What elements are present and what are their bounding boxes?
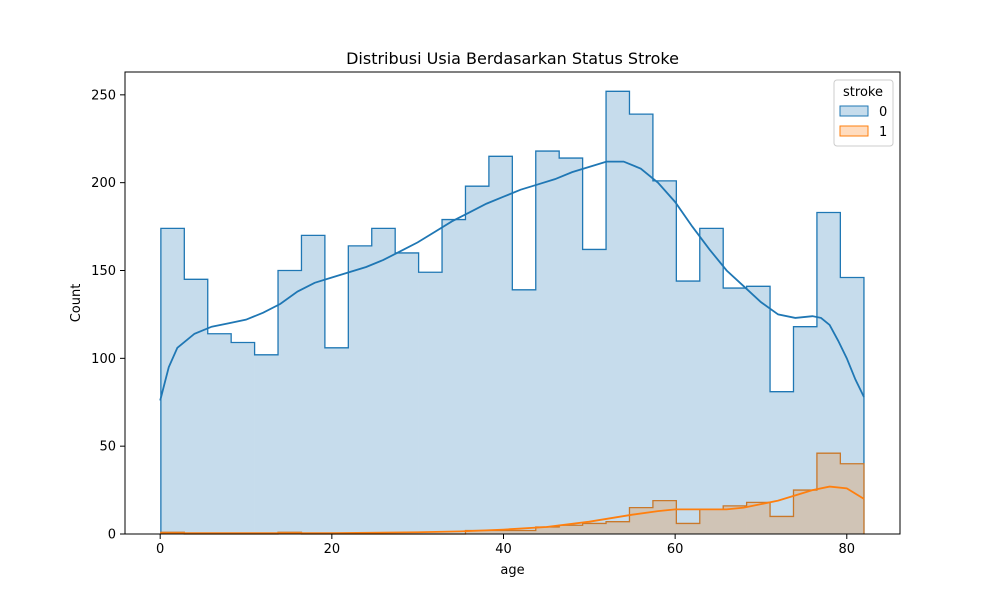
step-outline-stroke-0 xyxy=(160,90,865,534)
bar-stroke-1-bin-25 xyxy=(746,502,771,534)
bar-stroke-1-bin-26 xyxy=(770,516,794,534)
bar-stroke-0-bin-8 xyxy=(348,245,373,534)
plot-frame xyxy=(124,71,901,535)
kde-line-stroke-0 xyxy=(159,160,865,401)
y-tick-label: 100 xyxy=(91,352,116,367)
bar-stroke-1-bin-21 xyxy=(652,500,677,534)
bar-stroke-1-bin-14 xyxy=(488,530,513,534)
bar-stroke-0-bin-15 xyxy=(512,289,537,534)
bar-stroke-0-bin-9 xyxy=(371,228,396,534)
bar-stroke-0-bin-21 xyxy=(652,180,677,534)
bar-stroke-1-bin-28 xyxy=(816,453,841,534)
bar-stroke-0-bin-7 xyxy=(324,347,349,534)
x-tick-label: 40 xyxy=(495,542,512,557)
bar-stroke-0-bin-25 xyxy=(746,286,771,534)
legend-label-stroke-1: 1 xyxy=(879,125,887,140)
bar-stroke-0-bin-16 xyxy=(535,151,560,535)
bar-stroke-0-bin-17 xyxy=(559,158,583,534)
bar-stroke-0-bin-18 xyxy=(582,249,607,535)
bar-stroke-0-bin-26 xyxy=(770,391,794,534)
kde-line-stroke-1 xyxy=(160,485,865,535)
y-tick-label: 0 xyxy=(108,528,116,543)
bar-stroke-0-bin-1 xyxy=(184,279,209,534)
bar-stroke-0-bin-2 xyxy=(207,333,232,534)
bar-stroke-0-bin-13 xyxy=(465,186,490,534)
legend-swatch-stroke-0 xyxy=(839,105,869,117)
bar-stroke-0-bin-0 xyxy=(160,228,185,534)
bar-stroke-0-bin-27 xyxy=(793,326,818,534)
bar-stroke-1-bin-23 xyxy=(699,509,724,534)
x-tick-label: 80 xyxy=(839,542,856,557)
series-stroke-1 xyxy=(160,452,865,535)
bar-stroke-1-bin-19 xyxy=(606,521,630,534)
legend-title: stroke xyxy=(843,85,883,100)
x-tick-label: 60 xyxy=(667,542,684,557)
y-tick-label: 250 xyxy=(91,88,116,103)
bar-stroke-0-bin-4 xyxy=(254,354,279,534)
bar-stroke-1-bin-29 xyxy=(840,463,865,534)
bar-stroke-1-bin-24 xyxy=(723,505,747,534)
y-axis: 0 50 100 150 200 250 xyxy=(91,88,125,543)
bar-stroke-0-bin-11 xyxy=(418,272,443,534)
series-stroke-0 xyxy=(160,90,865,535)
x-axis-title: age xyxy=(500,563,524,578)
bar-stroke-0-bin-10 xyxy=(395,252,419,534)
bar-stroke-0-bin-24 xyxy=(723,288,747,534)
legend-swatch-stroke-1 xyxy=(839,125,869,137)
bar-stroke-0-bin-19 xyxy=(606,91,630,534)
bar-stroke-0-bin-3 xyxy=(231,342,255,534)
bar-stroke-1-bin-13 xyxy=(465,530,490,534)
bar-stroke-0-bin-6 xyxy=(301,235,326,534)
chart-title: Distribusi Usia Berdasarkan Status Strok… xyxy=(346,49,679,68)
x-tick-label: 0 xyxy=(156,542,164,557)
bar-stroke-1-bin-18 xyxy=(582,523,607,534)
bar-stroke-0-bin-23 xyxy=(699,228,724,534)
bar-stroke-0-bin-5 xyxy=(278,270,302,534)
legend: stroke 0 1 xyxy=(833,79,894,147)
bar-stroke-1-bin-22 xyxy=(676,523,701,534)
y-tick-label: 50 xyxy=(99,440,116,455)
bar-stroke-1-bin-16 xyxy=(535,526,560,534)
bar-stroke-1-bin-15 xyxy=(512,530,537,534)
x-tick-label: 20 xyxy=(324,542,341,557)
legend-label-stroke-0: 0 xyxy=(879,105,887,120)
bar-stroke-1-bin-17 xyxy=(559,525,583,534)
y-tick-label: 150 xyxy=(91,264,116,279)
bar-stroke-0-bin-14 xyxy=(488,156,513,534)
bar-stroke-1-bin-27 xyxy=(793,490,818,534)
bar-stroke-0-bin-20 xyxy=(629,114,654,534)
plot-area xyxy=(159,90,865,535)
y-tick-label: 200 xyxy=(91,176,116,191)
y-axis-title: Count xyxy=(69,284,84,323)
bar-stroke-0-bin-22 xyxy=(676,281,701,534)
bar-stroke-0-bin-12 xyxy=(442,219,466,534)
x-axis: 0 20 40 60 80 xyxy=(156,534,855,557)
